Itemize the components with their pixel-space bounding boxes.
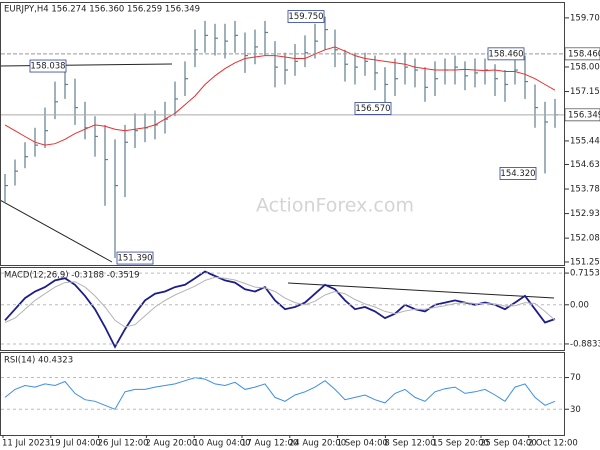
annotation-box — [354, 102, 392, 115]
x-tick-label: 2 Aug 20:00 — [145, 439, 197, 449]
annotation-box — [287, 10, 325, 23]
series-line — [4, 276, 556, 328]
annotation-label: 158.038 — [30, 62, 65, 72]
axis-label-box — [564, 108, 600, 122]
y-tick-label: 158.005 — [570, 62, 600, 72]
watermark: ActionForex.com — [256, 195, 414, 217]
annotation-label: 154.320 — [500, 169, 535, 179]
y-tick-label: 70 — [570, 373, 581, 383]
y-tick-label: 152.080 — [570, 234, 600, 244]
annotation-box — [29, 59, 67, 73]
annotation-box — [499, 167, 537, 180]
y-tick-label: 159.705 — [570, 13, 600, 23]
x-tick-label: 1 Sep 04:00 — [337, 439, 388, 449]
y-tick-label: 0.00 — [570, 300, 589, 310]
chart-title: EURJPY,H4 156.274 156.360 156.259 156.34… — [4, 5, 200, 15]
y-tick-label: 153.780 — [570, 185, 600, 195]
axis-area — [565, 0, 600, 450]
annotation-label: 151.390 — [117, 254, 152, 264]
annotation-label: 158.460 — [488, 49, 523, 59]
y-tick-label: 152.930 — [570, 209, 600, 219]
x-tick-label: 11 Jul 2023 — [2, 439, 50, 449]
trend-line — [0, 63, 173, 67]
y-tick-label: 151.255 — [570, 257, 600, 267]
panel-title: MACD(12,26,9) -0.3188 -0.3519 — [4, 271, 140, 281]
y-tick-label: 30 — [570, 405, 581, 415]
x-tick-label: 19 Jul 04:00 — [50, 439, 101, 449]
annotation-label: 156.570 — [355, 104, 390, 114]
panel-frame — [0, 2, 565, 266]
x-tick-label: 26 Jul 12:00 — [98, 439, 149, 449]
x-tick-label: 10 Aug 04:00 — [193, 439, 250, 449]
axis-label: 158.460 — [568, 49, 600, 59]
y-tick-label: 154.630 — [570, 160, 600, 170]
axis-label-box — [564, 47, 600, 61]
x-tick-label: 2 Oct 12:00 — [528, 439, 578, 449]
y-tick-label: -0.8833 — [570, 339, 600, 349]
x-tick-label: 8 Sep 12:00 — [384, 439, 435, 449]
panel-frame — [0, 267, 565, 351]
series-line — [4, 46, 556, 146]
panel-title: RSI(14) 40.4323 — [4, 356, 73, 366]
annotation-box — [116, 251, 154, 265]
trend-line — [0, 199, 113, 263]
x-tick-label: 17 Aug 12:00 — [241, 439, 298, 449]
trend-line — [287, 282, 555, 299]
x-tick-label: 25 Sep 04:00 — [480, 439, 537, 449]
x-tick-label: 24 Aug 20:00 — [289, 439, 346, 449]
panel-frame — [0, 352, 565, 436]
axis-label: 156.349 — [568, 110, 600, 120]
annotation-box — [487, 47, 525, 61]
y-tick-label: 0.7153 — [570, 269, 600, 279]
y-tick-label: 155.445 — [570, 136, 600, 146]
plot-layer: 159.750 158.038 158.460 156.570 154.320 151.3… — [1, 10, 564, 410]
x-tick-label: 15 Sep 20:00 — [432, 439, 489, 449]
y-tick-label: 157.155 — [570, 87, 600, 97]
series-line — [4, 377, 556, 410]
annotation-label: 159.750 — [288, 12, 323, 22]
